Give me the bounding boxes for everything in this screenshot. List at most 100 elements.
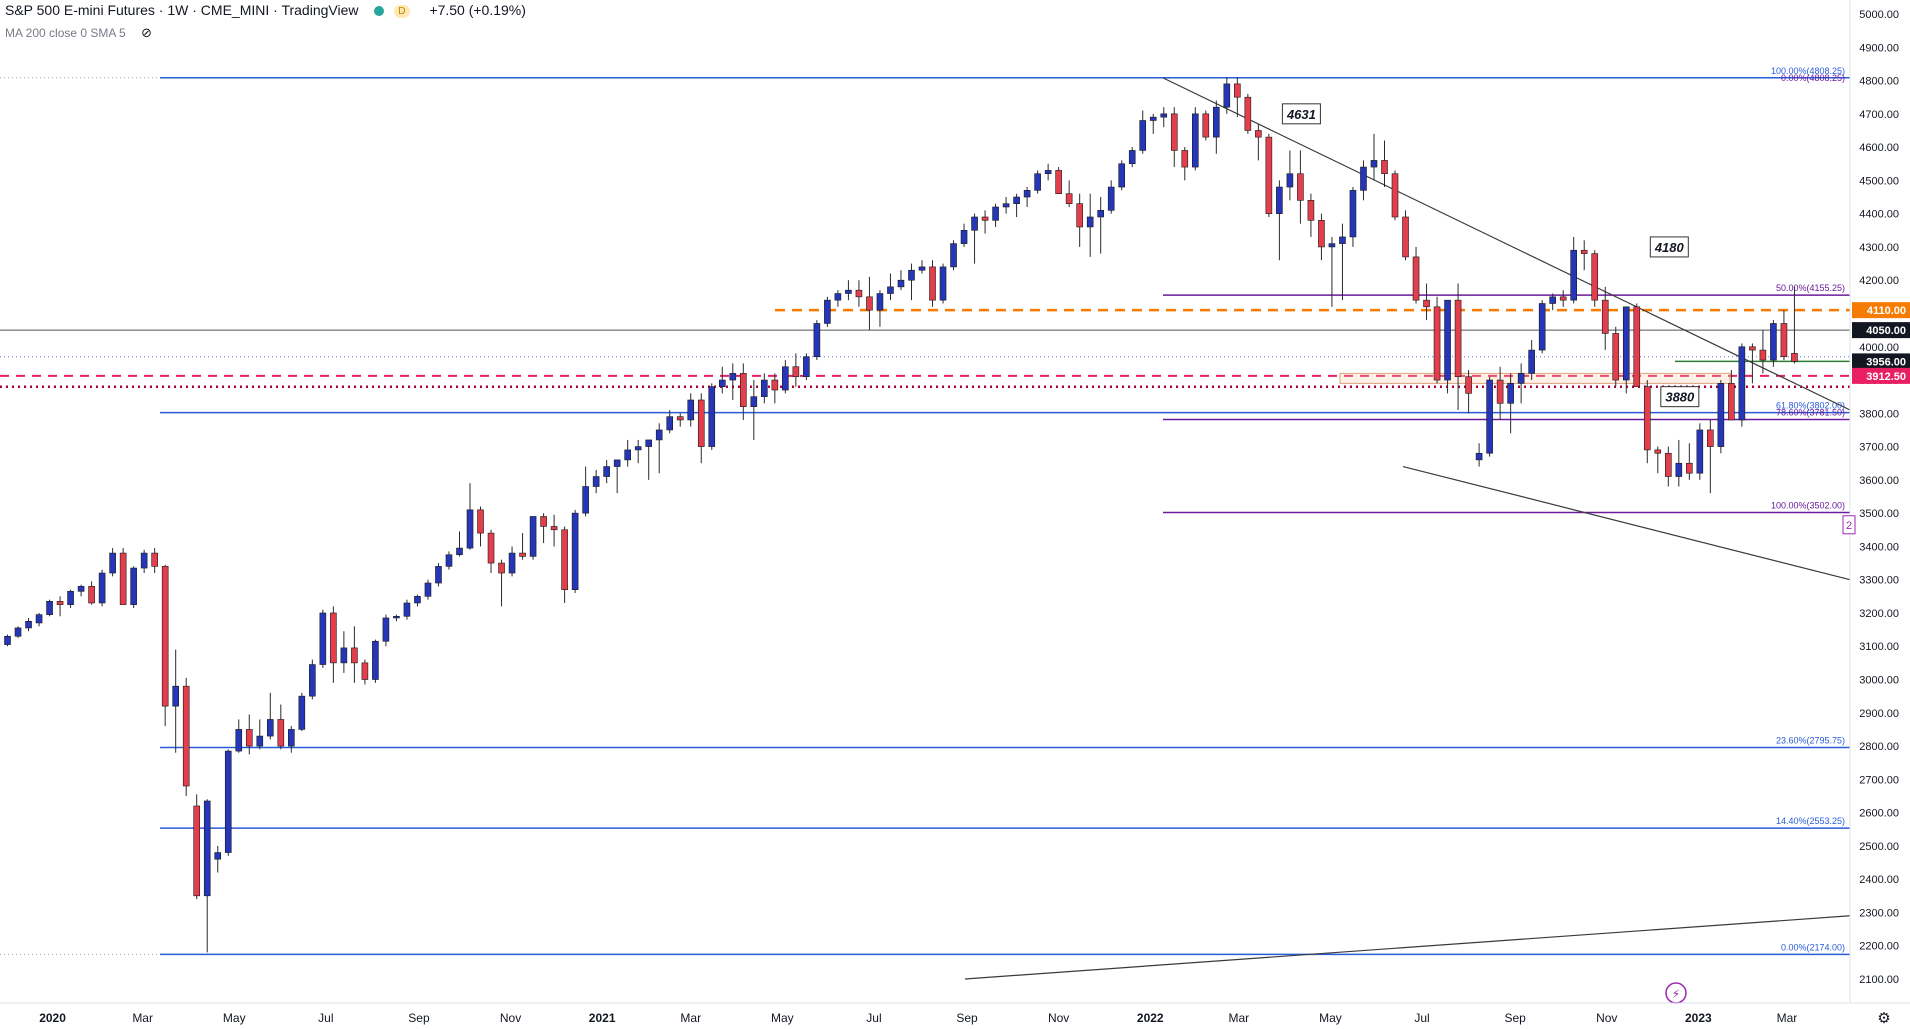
candle-body <box>582 486 589 514</box>
candle-body <box>14 627 22 637</box>
candle-body <box>1055 170 1062 194</box>
candle-body <box>98 572 106 604</box>
candle-body <box>1181 150 1189 168</box>
y-tick-label: 4800.00 <box>1859 76 1899 88</box>
descending-trendline-upper <box>1162 77 1851 411</box>
candle-body <box>603 466 610 477</box>
candle-body <box>740 373 747 407</box>
candle-body <box>761 379 768 397</box>
candle-body <box>1591 253 1599 301</box>
candle-body <box>1654 449 1662 454</box>
eye-crossed-icon[interactable]: ⊘ <box>141 25 152 40</box>
y-tick-label: 5000.00 <box>1859 9 1899 21</box>
descending-trendline-lower <box>1402 465 1851 581</box>
candle-body <box>1339 236 1346 244</box>
candle-body <box>1496 379 1504 404</box>
candle-body <box>613 459 621 467</box>
candle-body <box>908 269 915 281</box>
candle-body <box>1244 96 1252 131</box>
candle-body <box>1139 120 1147 151</box>
x-tick-label: Jul <box>318 1011 333 1025</box>
candle-body <box>1454 299 1462 378</box>
candle-body <box>414 596 421 604</box>
x-tick-label: May <box>1319 1011 1342 1025</box>
candle-body <box>1791 353 1798 362</box>
candle-body <box>1318 220 1325 248</box>
candle-body <box>1580 249 1588 254</box>
price-label: 3912.50 <box>1866 371 1906 383</box>
candle-body <box>708 386 716 447</box>
x-tick-label: Mar <box>1229 1011 1250 1025</box>
x-tick-label: Mar <box>132 1011 153 1025</box>
candle-body <box>1076 203 1083 228</box>
candle-body <box>1013 196 1020 204</box>
candle-body <box>634 446 642 451</box>
candle-body <box>1475 452 1483 461</box>
fib-level-label: 0.00%(2174.00) <box>1781 942 1845 952</box>
candle-body <box>1107 186 1115 211</box>
candle-body <box>803 356 810 378</box>
fib-level-label: 78.60%(3781.50) <box>1776 407 1845 417</box>
candle-body <box>929 266 936 301</box>
y-tick-label: 4200.00 <box>1859 275 1899 287</box>
x-tick-label: May <box>771 1011 794 1025</box>
y-tick-label: 2700.00 <box>1859 774 1899 786</box>
candle-body <box>1444 299 1451 381</box>
price-label: 4050.00 <box>1866 325 1906 337</box>
candle-body <box>1423 299 1430 308</box>
candle-body <box>46 601 53 615</box>
candle-body <box>1601 299 1609 334</box>
candle-body <box>1370 160 1378 168</box>
candle-body <box>1612 333 1620 381</box>
candle-body <box>4 635 11 645</box>
candle-body <box>372 640 379 680</box>
x-tick-label: Sep <box>956 1011 978 1025</box>
candle-body <box>792 366 800 378</box>
candle-body <box>1160 113 1168 118</box>
candle-body <box>182 685 190 787</box>
indicator-legend[interactable]: MA 200 close 0 SMA 5 ⊘ <box>5 25 152 41</box>
candle-body <box>361 662 369 680</box>
candle-body <box>1675 462 1683 477</box>
x-tick-label: Nov <box>500 1011 521 1025</box>
candle-body <box>67 591 74 605</box>
candle-body <box>950 243 957 268</box>
candle-body <box>782 366 789 391</box>
candle-body <box>1286 173 1294 188</box>
y-tick-label: 2600.00 <box>1859 808 1899 820</box>
lightning-icon-glyph: ⚡ <box>1672 987 1680 1001</box>
side-marker: 2 <box>1846 520 1852 532</box>
candle-body <box>1202 113 1210 138</box>
annotation-label: 4180 <box>1654 240 1685 255</box>
candle-body <box>971 216 978 231</box>
candle-body <box>319 612 327 665</box>
y-tick-label: 3600.00 <box>1859 475 1899 487</box>
candle-body <box>161 566 169 707</box>
candle-body <box>435 566 442 584</box>
candle-body <box>235 729 243 752</box>
x-tick-label: Sep <box>1504 1011 1526 1025</box>
x-tick-label: Mar <box>680 1011 701 1025</box>
candle-body <box>1738 346 1746 421</box>
settings-gear-icon[interactable]: ⚙ <box>1877 1010 1890 1027</box>
price-label-bg <box>1852 302 1910 319</box>
symbol-title[interactable]: S&P 500 E-mini Futures · 1W · CME_MINI ·… <box>5 2 359 18</box>
x-tick-label: Mar <box>1777 1011 1798 1025</box>
y-tick-label: 4600.00 <box>1859 142 1899 154</box>
candle-body <box>1780 323 1788 358</box>
y-tick-label: 4900.00 <box>1859 42 1899 54</box>
candle-body <box>1465 376 1472 394</box>
candle-body <box>1191 113 1199 168</box>
candle-body <box>109 552 116 574</box>
candle-body <box>56 601 64 605</box>
candle-body <box>1517 373 1525 384</box>
candle-body <box>1433 306 1441 381</box>
candle-body <box>224 750 232 853</box>
status-dot-icon <box>374 6 385 17</box>
candle-body <box>1538 303 1546 351</box>
candle-body <box>992 206 999 221</box>
candle-body <box>1381 160 1388 175</box>
candle-body <box>382 617 390 642</box>
candle-body <box>88 586 95 604</box>
